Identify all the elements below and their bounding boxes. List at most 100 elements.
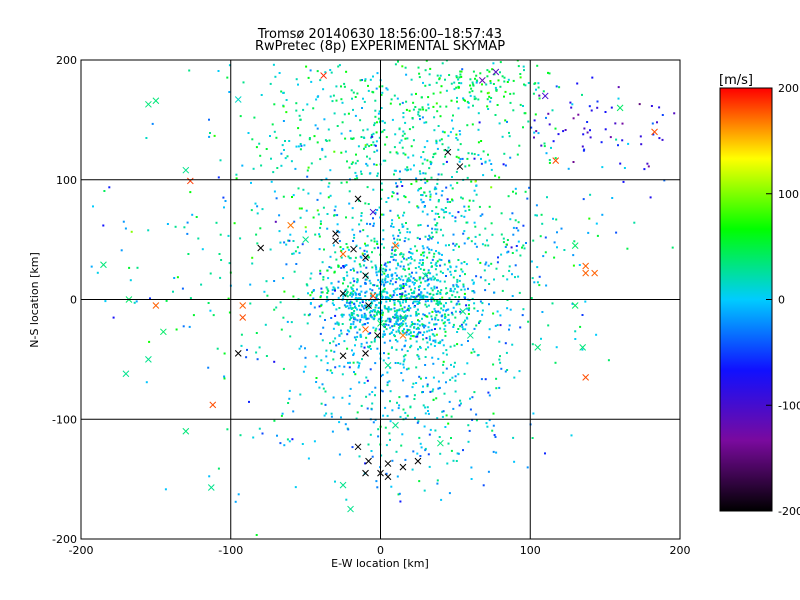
scatter-dot [370,239,373,242]
scatter-dot [375,271,378,274]
scatter-dot [469,78,472,81]
scatter-dot [434,186,437,189]
scatter-dot [445,186,448,189]
scatter-dot [384,277,387,280]
scatter-dot [504,342,507,345]
scatter-dot [458,76,461,79]
scatter-dot [343,264,346,267]
scatter-dot [466,362,469,365]
scatter-dot [434,316,437,319]
scatter-dot [403,211,406,214]
scatter-dot [471,90,474,93]
scatter-dot [273,360,276,363]
scatter-dot [478,121,481,124]
scatter-dot [504,119,507,122]
scatter-dot [547,324,550,327]
scatter-dot [406,278,409,281]
scatter-dot [466,157,469,160]
scatter-dot [450,363,452,366]
scatter-dot [495,89,498,91]
scatter-dot [332,340,335,343]
scatter-dot [484,244,487,247]
scatter-dot [523,83,525,86]
scatter-dot [387,357,390,360]
scatter-dot [373,310,376,313]
scatter-dot [295,78,298,81]
scatter-dot [428,337,431,340]
scatter-dot [443,131,446,134]
colorbar-tick-label: 100 [778,188,799,201]
scatter-dot [372,132,375,135]
scatter-dot [373,163,376,166]
scatter-dot [521,246,523,249]
scatter-dot [408,329,411,331]
scatter-dot [382,229,385,232]
scatter-dot [207,366,210,369]
scatter-dot [551,109,554,112]
scatter-dot [368,299,370,302]
scatter-dot [467,152,470,155]
scatter-dot [429,193,432,196]
scatter-dot [292,252,295,255]
scatter-dot [419,267,422,270]
scatter-dot [380,107,383,109]
scatter-dot [416,300,418,303]
scatter-dot [297,145,300,148]
scatter-dot [494,436,497,438]
scatter-dot [577,113,580,116]
scatter-dot [381,85,384,88]
scatter-dot [482,150,485,153]
scatter-dot [356,314,359,316]
scatter-dot [432,398,435,401]
scatter-dot [492,363,495,366]
scatter-dot [481,313,484,316]
scatter-dot [331,302,334,305]
scatter-dot [399,170,401,173]
scatter-dot [387,310,390,313]
scatter-dot [519,326,522,329]
scatter-dot [352,290,355,292]
scatter-cross [239,302,247,309]
scatter-dot [316,141,319,144]
scatter-dot [433,188,436,191]
scatter-dot [415,249,418,252]
scatter-dot [376,335,379,338]
scatter-dot [609,136,612,139]
scatter-dot [288,389,291,392]
scatter-dot [361,323,364,326]
scatter-dot [457,452,460,455]
scatter-dot [383,352,385,355]
scatter-cross [414,457,422,465]
scatter-cross [332,230,339,237]
scatter-dot [393,334,396,337]
scatter-dot [441,62,444,65]
scatter-dot [136,266,139,269]
scatter-dot [417,420,420,423]
scatter-dot [327,196,330,199]
scatter-dot [356,319,359,322]
scatter-dot [438,77,441,80]
scatter-dot [336,223,339,226]
scatter-dot [358,292,361,295]
scatter-dot [504,90,507,93]
scatter-dot [301,243,304,246]
scatter-dot [427,326,430,329]
scatter-dot [426,295,429,298]
scatter-dot [484,161,487,164]
scatter-dot [435,273,438,276]
scatter-dot [424,412,427,415]
scatter-dot [462,285,465,288]
scatter-dot [456,452,459,455]
scatter-dot [375,311,378,314]
scatter-dot [410,324,413,326]
scatter-dot [388,332,391,335]
scatter-dot [295,145,298,148]
scatter-dot [339,246,342,249]
scatter-dot [350,286,353,289]
scatter-dot [355,300,358,303]
scatter-dot [420,194,423,196]
scatter-dot [396,214,399,217]
scatter-dot [321,261,324,264]
scatter-dot [273,280,276,282]
scatter-dot [460,262,463,265]
